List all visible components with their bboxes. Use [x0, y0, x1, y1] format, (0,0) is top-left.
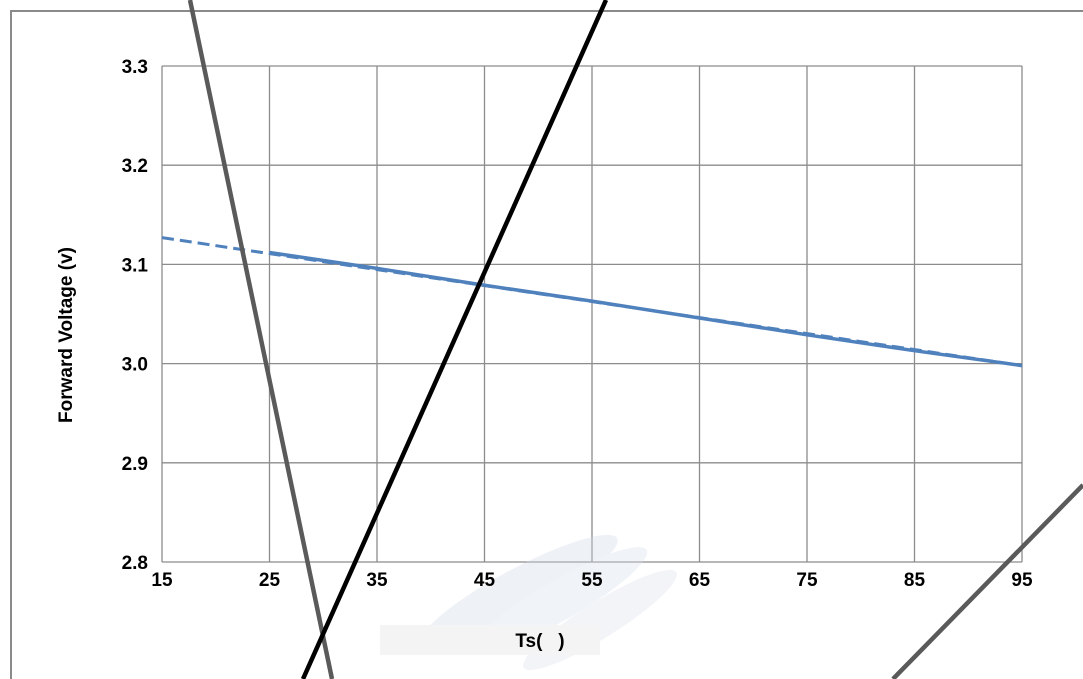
x-tick-label: 15 — [151, 570, 173, 591]
y-tick-label: 3.3 — [122, 57, 148, 78]
x-tick-label: 55 — [581, 570, 603, 591]
x-tick-label: 85 — [904, 570, 926, 591]
y-tick-labels: 2.8 2.9 3.0 3.1 3.2 3.3 — [122, 57, 149, 574]
x-axis-title: Ts( ) — [515, 631, 564, 652]
overlay-stroke-gray — [187, 0, 335, 679]
x-tick-label: 75 — [796, 570, 818, 591]
y-axis-title: Forward Voltage (v) — [56, 247, 77, 423]
x-tick-label: 65 — [689, 570, 711, 591]
y-tick-label: 2.8 — [122, 553, 148, 574]
y-tick-label: 3.2 — [122, 156, 148, 177]
y-tick-label: 3.1 — [122, 255, 149, 276]
overlay-stroke-black — [300, 0, 609, 679]
x-tick-label: 35 — [366, 570, 388, 591]
x-tick-labels: 15 25 35 45 55 65 75 85 95 — [151, 570, 1033, 591]
x-tick-label: 45 — [474, 570, 496, 591]
y-tick-label: 3.0 — [122, 355, 148, 376]
overlay-strokes — [187, 0, 1083, 679]
watermark-logo — [380, 534, 677, 671]
series-layer — [161, 236, 1023, 368]
x-tick-label: 95 — [1011, 570, 1033, 591]
y-tick-label: 2.9 — [122, 454, 148, 475]
trend-line-dashed — [161, 236, 1023, 368]
x-tick-label: 25 — [259, 570, 281, 591]
overlay-stroke-gray-right — [891, 483, 1083, 679]
chart-frame — [10, 10, 1083, 679]
